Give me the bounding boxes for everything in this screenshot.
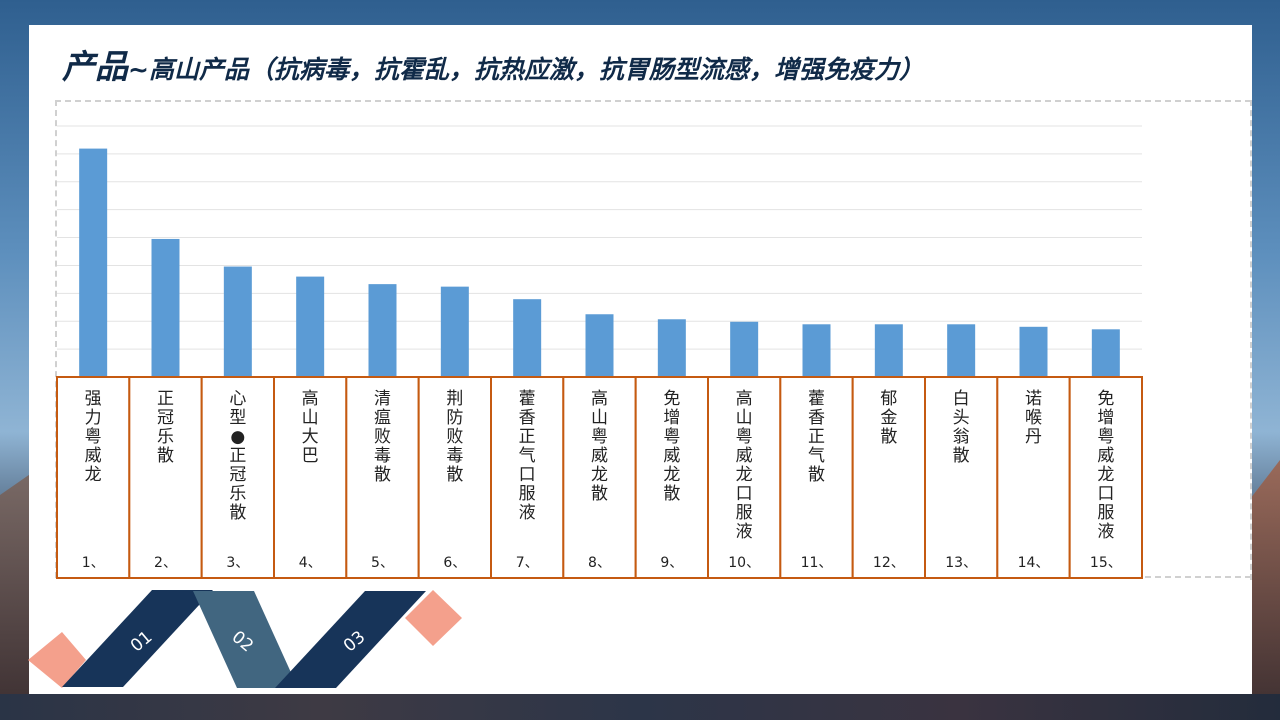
category-number-10: 10、 [728,555,760,571]
category-label-4: 高山大巴 [302,389,319,466]
category-number-7: 7、 [516,555,539,571]
category-label-5: 清瘟败毒散 [374,389,391,485]
category-label-13: 白头翁散 [953,389,970,466]
category-label-15: 免增粤威龙口服液 [1097,389,1114,542]
bar-8 [585,314,614,377]
bar-12 [874,324,903,377]
category-number-12: 12、 [873,555,905,571]
category-label-box [490,376,565,579]
chart-frame-right-edge [1250,100,1254,580]
category-number-2: 2、 [154,555,177,571]
category-label-box [779,376,854,579]
page-title: 产品~高山产品（抗病毒，抗霍乱，抗热应激，抗胃肠型流感，增强免疫力） [62,40,924,88]
bar-13 [947,324,976,377]
background-mountain-bottom [0,694,1280,720]
bar-15 [1091,329,1120,377]
bar-6 [440,286,469,377]
category-label-8: 高山粤威龙散 [591,389,608,504]
category-label-3: 心型●正冠乐散 [229,389,246,523]
category-label-2: 正冠乐散 [157,389,174,466]
category-number-13: 13、 [945,555,977,571]
category-number-11: 11、 [801,555,833,571]
category-label-box [128,376,203,579]
ribbon-accent-right [405,590,462,646]
title-rest: ~高山产品（抗病毒，抗霍乱，抗热应激，抗胃肠型流感，增强免疫力） [128,55,924,84]
bar-5 [368,284,397,377]
bar-1 [79,148,108,377]
category-number-5: 5、 [371,555,394,571]
bar-10 [730,321,759,377]
category-label-6: 荆防败毒散 [446,389,463,485]
category-label-9: 免增粤威龙散 [663,389,680,504]
category-label-12: 郁金散 [880,389,897,447]
ribbon-segment-02 [193,591,298,688]
ribbon-segment-01 [62,590,213,687]
category-label-1: 强力粤威龙 [85,389,102,485]
category-number-14: 14、 [1018,555,1050,571]
category-number-8: 8、 [588,555,611,571]
category-label-box [634,376,710,579]
bar-3 [223,266,252,377]
bar-14 [1019,326,1048,377]
category-label-box [996,376,1071,579]
category-number-1: 1、 [82,555,105,571]
category-label-box [1068,376,1143,579]
bar-2 [151,238,180,377]
ribbon-segment-03 [275,591,426,688]
category-label-box [924,376,999,579]
category-number-3: 3、 [226,555,249,571]
bar-11 [802,324,831,377]
category-label-10: 高山粤威龙口服液 [736,389,753,542]
category-label-box [851,376,927,579]
bar-9 [657,319,686,377]
category-number-15: 15、 [1090,555,1122,571]
category-label-11: 藿香正气散 [808,389,825,485]
category-label-7: 藿香正气口服液 [519,389,536,523]
category-number-4: 4、 [299,555,322,571]
bar-4 [296,276,325,377]
title-main: 产品 [62,47,128,86]
category-label-box [345,376,420,579]
category-number-9: 9、 [660,555,683,571]
category-label-14: 诺喉丹 [1025,389,1042,447]
bar-7 [513,299,542,377]
category-number-6: 6、 [443,555,466,571]
category-label-box [56,376,131,579]
category-label-box [273,376,348,579]
ribbon-accent-left [28,632,86,688]
